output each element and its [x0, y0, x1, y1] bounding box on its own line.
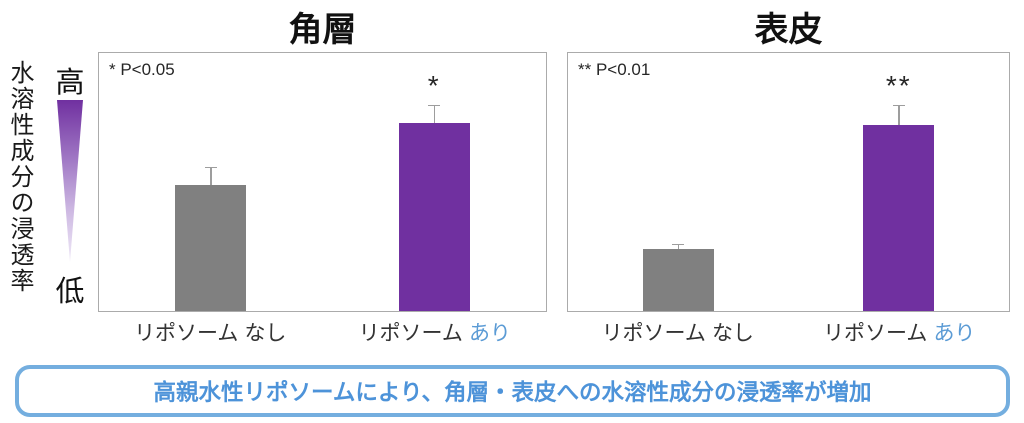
y-axis-title: 水溶性成分の浸透率	[6, 60, 33, 294]
significance-marker: **	[885, 69, 912, 101]
category-qualifier: あり	[933, 322, 976, 345]
x-category-label: リポソーム あり	[789, 317, 1011, 347]
y-axis-low-label: 低	[55, 276, 85, 308]
x-category-label: リポソーム なし	[98, 317, 323, 347]
summary-banner: 高親水性リポソームにより、角層・表皮への水溶性成分の浸透率が増加	[15, 365, 1010, 417]
bar-liposome	[863, 125, 935, 311]
plot-area: * P<0.05 *	[98, 52, 547, 312]
y-axis-high-label: 高	[55, 67, 85, 99]
p-value-annotation: * P<0.05	[109, 60, 175, 79]
chart-panel-epidermis: 表皮 ** P<0.01 ** リポソーム なし リポソーム あり	[567, 0, 1010, 352]
significance-marker: *	[427, 69, 441, 101]
category-base: リポソーム	[823, 322, 928, 345]
gradient-arrow	[57, 100, 83, 262]
x-axis-labels: リポソーム なし リポソーム あり	[98, 317, 547, 347]
chart-title: 表皮	[754, 11, 823, 49]
category-base: リポソーム	[358, 322, 463, 345]
y-axis: 水溶性成分の浸透率 高 低	[0, 0, 96, 360]
p-value-annotation: ** P<0.01	[578, 60, 651, 79]
category-qualifier: なし	[244, 322, 287, 345]
error-bar	[892, 104, 905, 126]
chart-panel-stratum-corneum: 角層 * P<0.05 * リポソーム なし リポソーム あり	[98, 0, 547, 352]
plot-area: ** P<0.01 **	[567, 52, 1010, 312]
x-category-label: リポソーム あり	[323, 317, 548, 347]
x-axis-labels: リポソーム なし リポソーム あり	[567, 317, 1010, 347]
category-qualifier: あり	[468, 322, 511, 345]
error-bar	[204, 166, 217, 185]
x-category-label: リポソーム なし	[567, 317, 789, 347]
error-bar	[428, 104, 441, 123]
category-qualifier: なし	[711, 322, 754, 345]
chart-title: 角層	[288, 11, 357, 49]
error-bar	[672, 243, 685, 250]
bar-liposome	[398, 122, 470, 311]
bar-no-liposome	[642, 249, 714, 311]
category-base: リポソーム	[134, 322, 239, 345]
bar-no-liposome	[175, 184, 247, 311]
summary-text: 高親水性リポソームにより、角層・表皮への水溶性成分の浸透率が増加	[153, 380, 872, 405]
category-base: リポソーム	[601, 322, 706, 345]
